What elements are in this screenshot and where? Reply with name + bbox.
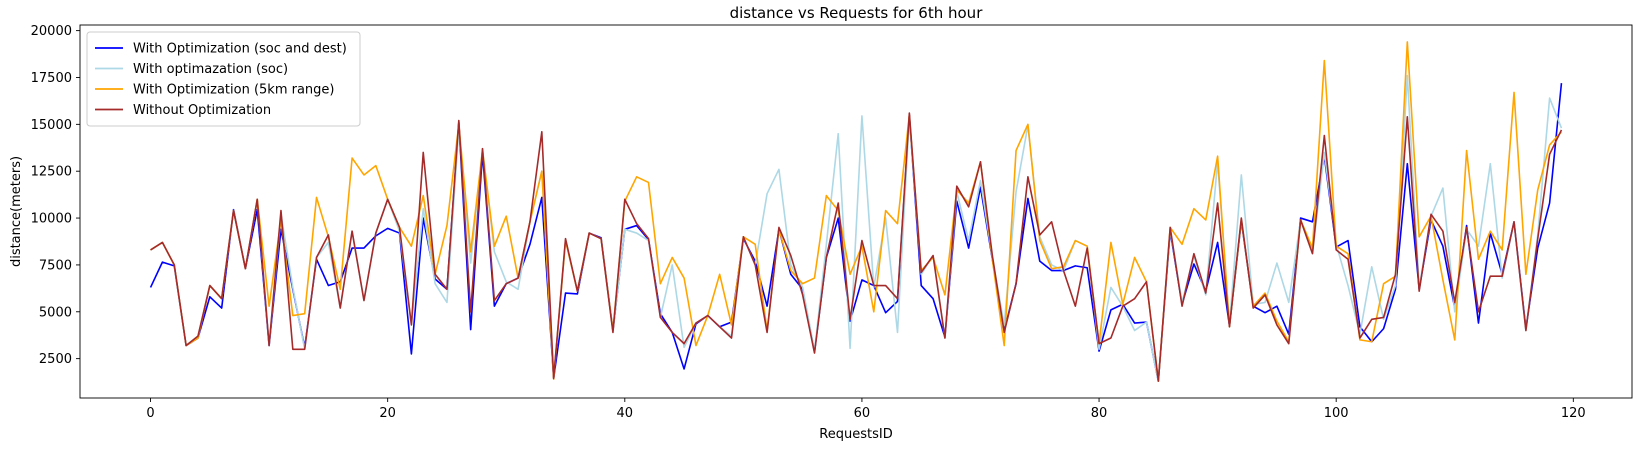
y-tick-label: 17500 [31, 71, 72, 86]
legend-label-4: Without Optimization [133, 103, 271, 118]
y-axis-label: distance(meters) [9, 156, 24, 267]
legend-box [86, 31, 361, 127]
plot-frame [79, 24, 1633, 399]
legend-label-3: With Optimization (5km range) [133, 83, 334, 98]
legend-label-2: With optimazation (soc) [133, 62, 288, 77]
y-tick-label: 15000 [31, 118, 72, 133]
y-tick-label: 2500 [39, 352, 72, 367]
chart-title: distance vs Requests for 6th hour [730, 4, 984, 22]
y-tick-label: 7500 [39, 258, 72, 273]
y-tick-label: 20000 [31, 24, 72, 39]
y-tick-label: 12500 [31, 165, 72, 180]
x-tick-label: 60 [854, 406, 871, 421]
series-layer [149, 41, 1563, 382]
legend: With Optimization (soc and dest) With opt… [86, 31, 361, 127]
x-axis-label: RequestsID [819, 427, 892, 442]
x-tick-label: 20 [379, 406, 396, 421]
x-tick-label: 0 [146, 406, 154, 421]
series-line-4 [150, 112, 1563, 382]
x-tick-label: 40 [617, 406, 634, 421]
x-tick-label: 120 [1561, 406, 1586, 421]
axes-layer: 0 20 40 60 80 100 120 2500 5000 7500 10000 12500 150… [31, 24, 1633, 421]
series-line-3 [150, 41, 1563, 382]
legend-label-1: With Optimization (soc and dest) [133, 42, 347, 57]
y-tick-label: 10000 [31, 212, 72, 227]
x-tick-label: 80 [1091, 406, 1108, 421]
y-tick-label: 5000 [39, 305, 72, 320]
x-tick-label: 100 [1324, 406, 1349, 421]
